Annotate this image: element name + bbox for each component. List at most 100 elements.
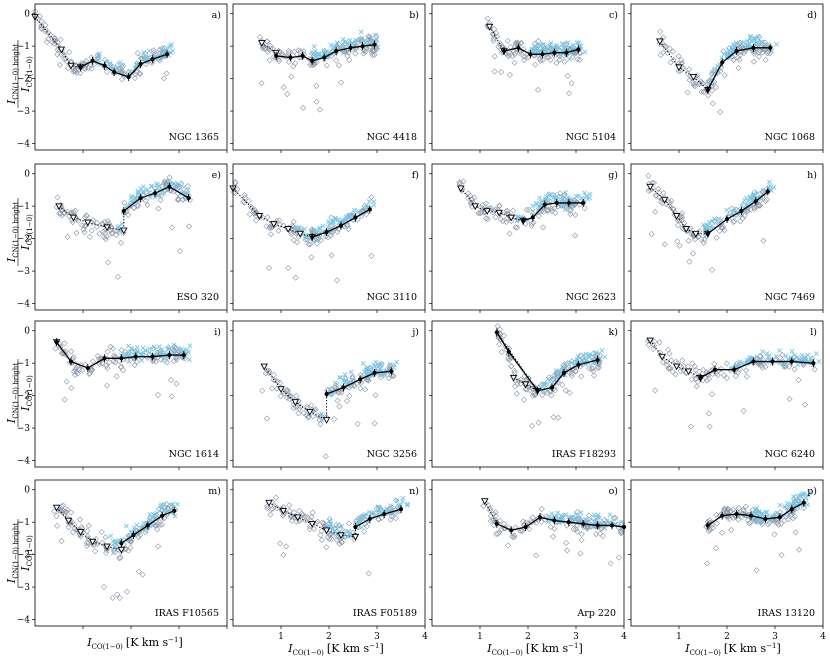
scatter-point-gray (504, 211, 511, 218)
scatter-point-gray (705, 528, 712, 535)
detection-marker (509, 528, 514, 533)
scatter-point-gray (134, 201, 141, 208)
y-tick-label: −1 (17, 359, 30, 369)
scatter-point-gray (734, 369, 742, 376)
scatter-point-gray (762, 56, 769, 63)
scatter-point-gray (159, 183, 166, 190)
scatter-point-gray (732, 372, 739, 379)
scatter-point-gray (680, 363, 687, 370)
scatter-point-blue (773, 353, 779, 359)
scatter-point-gray (154, 520, 161, 527)
scatter-point-gray (529, 392, 536, 399)
scatter-point-gray (657, 52, 664, 59)
scatter-point-gray (289, 226, 296, 233)
upper-limit-marker (255, 213, 264, 220)
scatter-point-blue (597, 515, 603, 521)
scatter-point-gray (545, 203, 552, 210)
scatter-point-gray (365, 33, 372, 40)
scatter-point-gray (487, 204, 494, 212)
scatter-point-blue (602, 354, 608, 360)
scatter-point-gray (655, 185, 662, 192)
scatter-point-gray (517, 527, 524, 534)
scatter-point-gray (42, 22, 49, 29)
scatter-point-gray (155, 543, 162, 550)
scatter-point-gray (313, 59, 320, 66)
scatter-point-gray (709, 524, 717, 531)
scatter-point-gray (288, 231, 295, 238)
scatter-point-gray (491, 68, 498, 75)
scatter-point-gray (689, 250, 696, 257)
scatter-point-gray (142, 197, 149, 204)
detection-marker (360, 44, 365, 49)
scatter-point-blue (808, 356, 814, 362)
scatter-point-blue (791, 501, 797, 507)
scatter-point-blue (559, 513, 565, 519)
scatter-point-gray (308, 61, 316, 68)
scatter-point-gray (791, 366, 798, 373)
panel-e: 0 −1 −2 −3 −4 e) ESO 320 (17, 163, 228, 313)
scatter-point-gray (498, 526, 505, 533)
scatter-point-gray (753, 567, 760, 574)
scatter-point-gray (777, 520, 784, 527)
scatter-point-blue (799, 352, 805, 358)
scatter-point-blue (789, 348, 795, 354)
scatter-point-gray (676, 242, 683, 249)
upper-limit-marker (265, 499, 273, 507)
scatter-point-blue (332, 380, 338, 386)
scatter-point-gray (274, 505, 281, 512)
scatter-point-blue (730, 41, 736, 47)
scatter-point-gray (59, 212, 66, 219)
axes-frame (431, 3, 625, 151)
scatter-point-gray (258, 80, 265, 87)
scatter-point-gray (98, 529, 105, 536)
detection-marker (310, 58, 315, 63)
axes-frame (34, 163, 228, 311)
scatter-point-gray (275, 56, 282, 63)
x-tick-label: 4 (820, 632, 826, 642)
scatter-point-gray (738, 210, 745, 217)
upper-limit-marker (103, 224, 111, 232)
scatter-point-gray (54, 522, 61, 529)
scatter-point-gray (290, 404, 297, 411)
scatter-point-gray (175, 195, 182, 202)
scatter-point-gray (766, 519, 773, 526)
scatter-point-blue (181, 184, 187, 190)
scatter-point-gray (675, 68, 682, 75)
scatter-point-blue (599, 347, 605, 353)
galaxy-name: ESO 320 (177, 292, 219, 303)
scatter-point-gray (310, 525, 317, 532)
scatter-point-gray (508, 363, 515, 370)
scatter-point-blue (311, 44, 317, 50)
detection-marker (768, 45, 773, 50)
scatter-point-gray (77, 533, 84, 540)
scatter-point-gray (513, 39, 520, 46)
y-tick-label: 0 (24, 486, 30, 496)
detection-marker (566, 520, 571, 525)
scatter-point-blue (562, 199, 568, 205)
detection-marker (181, 352, 186, 358)
scatter-point-gray (90, 217, 97, 224)
scatter-point-blue (398, 502, 403, 508)
scatter-point-gray (679, 357, 686, 364)
scatter-point-gray (150, 47, 157, 54)
scatter-point-blue (739, 203, 745, 209)
upper-limit-marker (509, 374, 518, 382)
scatter-point-gray (277, 379, 284, 386)
scatter-point-gray (652, 208, 659, 215)
scatter-point-gray (669, 48, 676, 55)
scatter-point-gray (305, 414, 312, 421)
scatter-point-gray (589, 365, 596, 372)
scatter-point-blue (353, 40, 359, 46)
scatter-point-blue (132, 66, 138, 72)
scatter-point-gray (63, 508, 70, 516)
scatter-point-gray (154, 526, 161, 533)
scatter-point-gray (152, 358, 159, 365)
scatter-point-blue (350, 377, 355, 383)
scatter-point-gray (597, 530, 604, 537)
scatter-point-blue (753, 506, 759, 512)
scatter-point-blue (344, 534, 350, 539)
scatter-point-gray (801, 401, 809, 408)
scatter-point-gray (89, 366, 96, 373)
scatter-point-gray (577, 198, 584, 205)
scatter-point-blue (328, 522, 334, 528)
